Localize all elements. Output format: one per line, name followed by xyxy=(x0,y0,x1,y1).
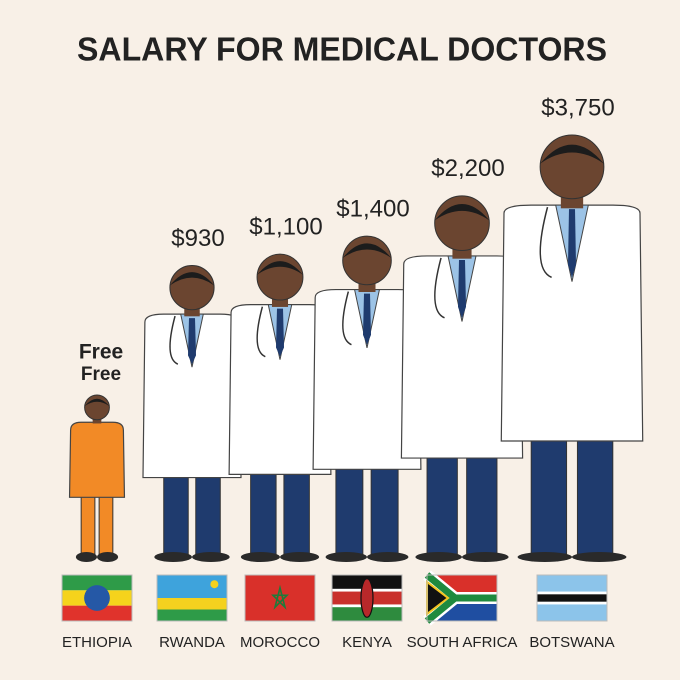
flag-stripe xyxy=(157,575,227,598)
flag-stripe xyxy=(157,598,227,610)
flag-stripe xyxy=(537,594,607,602)
figure-neck xyxy=(184,305,200,317)
figure-shoe xyxy=(325,552,367,562)
figure xyxy=(142,265,242,562)
figure-shoe xyxy=(280,552,320,562)
flag-stripe xyxy=(157,609,227,621)
figure-stethoscope xyxy=(256,306,266,358)
flag-shield xyxy=(360,578,374,618)
annotation: Free xyxy=(81,364,121,385)
value-label: $1,100 xyxy=(249,214,322,241)
flag-border xyxy=(244,574,316,622)
flag xyxy=(331,574,403,622)
x-tick-label: RWANDA xyxy=(159,634,225,651)
figure-stethoscope xyxy=(169,315,179,365)
x-tick-label: KENYA xyxy=(342,634,392,651)
figure-head xyxy=(84,394,110,421)
figure-shoe xyxy=(415,552,462,562)
figure-hair xyxy=(540,144,604,164)
x-tick-label: BOTSWANA xyxy=(529,634,614,651)
flag-y xyxy=(424,572,497,624)
flag xyxy=(536,574,608,622)
figure-stethoscope xyxy=(539,206,552,279)
figure-hair xyxy=(434,204,490,221)
figure-shoe xyxy=(192,552,230,562)
flag-stripe xyxy=(62,575,132,591)
figure-shoe xyxy=(97,552,119,562)
figure-shoe xyxy=(572,552,627,562)
figure-shoe xyxy=(240,552,280,562)
figure-hair xyxy=(257,261,303,275)
flag-border xyxy=(156,574,228,622)
figure xyxy=(68,394,126,562)
value-label: $2,200 xyxy=(431,155,504,182)
figure-shoe xyxy=(367,552,409,562)
flag-stripe xyxy=(62,605,132,621)
figure xyxy=(500,134,644,562)
flag-emblem xyxy=(84,585,110,611)
figure-stethoscope xyxy=(434,257,445,319)
figure-neck xyxy=(271,295,289,307)
flag-sun xyxy=(210,580,219,589)
figure-tie xyxy=(276,308,284,357)
flag xyxy=(156,574,228,622)
figure-shoe xyxy=(154,552,192,562)
flag-border xyxy=(61,574,133,622)
figure-shoe xyxy=(462,552,509,562)
flag-field xyxy=(245,575,315,621)
figure-tie xyxy=(568,209,576,278)
x-tick-label: MOROCCO xyxy=(240,634,320,651)
figure xyxy=(400,195,524,562)
figure-hair xyxy=(84,398,110,407)
flag xyxy=(423,570,498,626)
chart-title: SALARY FOR MEDICAL DOCTORS xyxy=(77,31,607,68)
flag-star xyxy=(271,584,289,610)
x-tick-label: ETHIOPIA xyxy=(62,634,132,651)
figure-tie xyxy=(363,293,371,345)
flag-border xyxy=(426,574,498,622)
figure-coat xyxy=(68,421,126,498)
flag xyxy=(244,574,316,622)
flag xyxy=(61,574,133,622)
figure-tie xyxy=(188,318,196,365)
value-label: $1,400 xyxy=(336,195,409,222)
figure xyxy=(312,235,422,562)
flag-border xyxy=(536,574,608,622)
figure-shoe xyxy=(517,552,572,562)
value-label: Free xyxy=(79,341,123,364)
figure-head xyxy=(342,235,392,286)
figure-coat xyxy=(500,204,644,442)
figure-neck xyxy=(92,417,102,424)
flag-border xyxy=(331,574,403,622)
figure-shoe xyxy=(75,552,98,562)
figure-stethoscope xyxy=(342,291,352,346)
figure-tie xyxy=(458,259,466,318)
x-tick-label: SOUTH AFRICA xyxy=(407,634,518,651)
value-label: $930 xyxy=(171,225,224,252)
value-label: $3,750 xyxy=(541,94,614,121)
figure-hair xyxy=(342,243,392,258)
figure-hair xyxy=(169,272,215,286)
figure xyxy=(228,253,332,562)
